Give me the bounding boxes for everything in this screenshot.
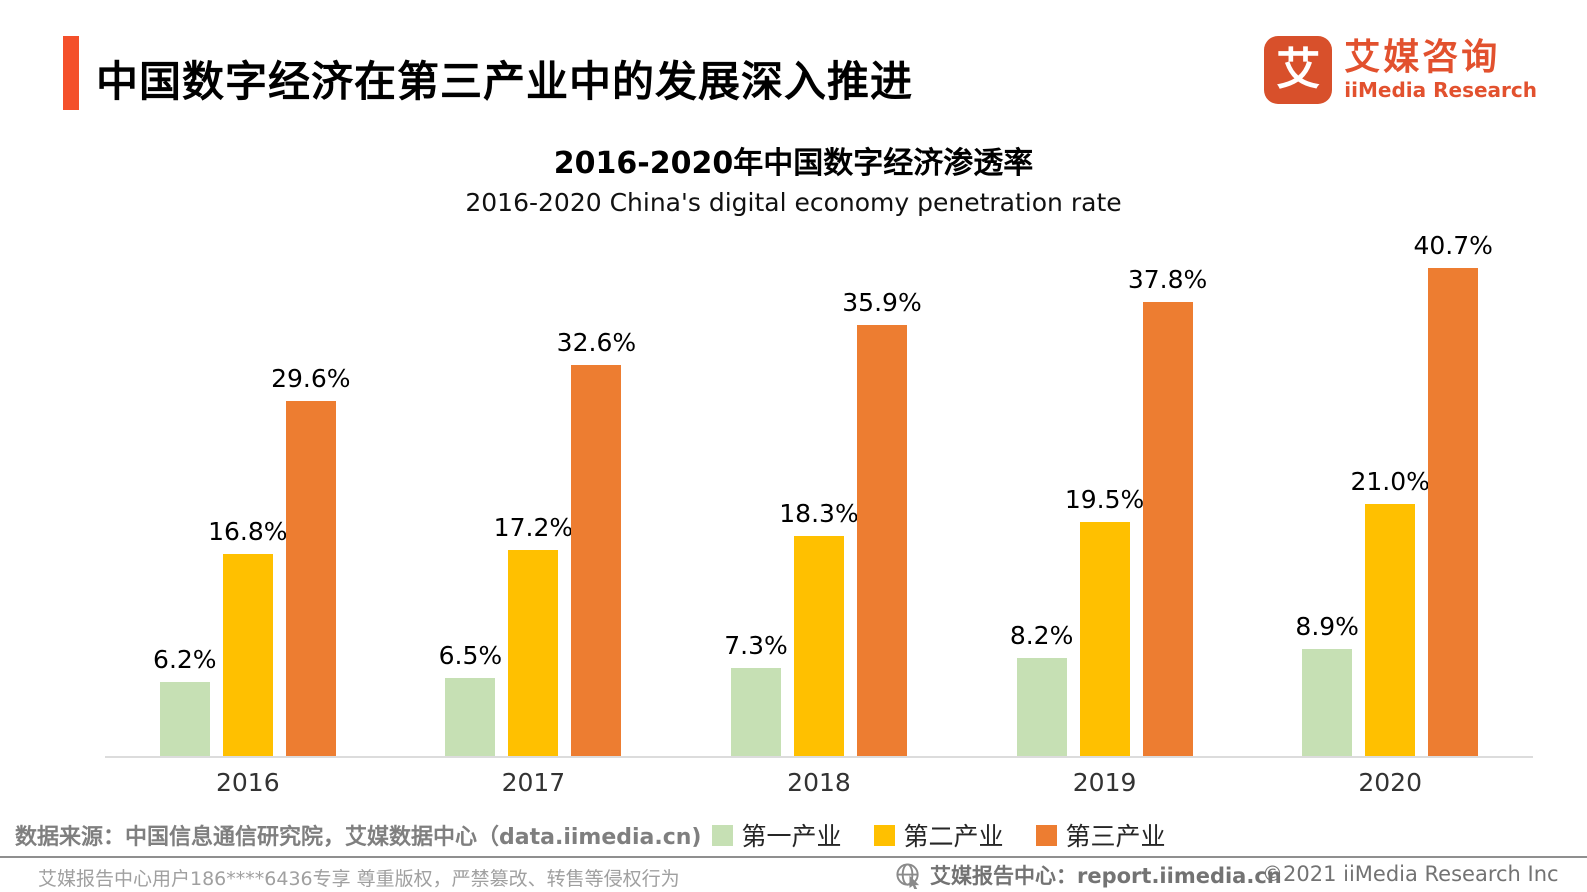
legend-item-series1: 第一产业 bbox=[711, 817, 842, 853]
x-axis-labels: 2016 2017 2018 2019 2020 bbox=[105, 768, 1533, 797]
globe-cursor-icon bbox=[896, 862, 920, 889]
iimedia-logo: 艾 艾媒咨询 iiMedia Research bbox=[1264, 36, 1537, 104]
chart-title: 2016-2020年中国数字经济渗透率 bbox=[553, 146, 1034, 181]
bar-value-label: 17.2% bbox=[493, 512, 574, 542]
chart-subtitle: 2016-2020 China's digital economy penetr… bbox=[465, 188, 1122, 217]
bar-series3-2020: 40.7% bbox=[1413, 231, 1493, 756]
logo-glyph: 艾 bbox=[1276, 44, 1321, 95]
bar-value-label: 40.7% bbox=[1413, 230, 1493, 260]
x-axis-label-2019: 2019 bbox=[1072, 768, 1137, 797]
bar-series3-2018: 35.9% bbox=[842, 288, 922, 756]
bar-series3-2017: 32.6% bbox=[557, 328, 636, 756]
title-accent-bar bbox=[63, 36, 79, 110]
bar-value-label: 8.2% bbox=[1009, 620, 1074, 650]
bar-group-2016: 6.2% 16.8% 29.6% bbox=[153, 364, 351, 756]
logo-name-en: iiMedia Research bbox=[1344, 77, 1537, 102]
bar-series2-2019: 19.5% bbox=[1065, 485, 1144, 756]
footer-report-url: 艾媒报告中心：report.iimedia.cn bbox=[930, 864, 1282, 888]
bar-value-label: 29.6% bbox=[271, 363, 351, 393]
x-axis-label-2018: 2018 bbox=[787, 768, 851, 797]
x-axis-label-2017: 2017 bbox=[501, 768, 566, 797]
bar-value-label: 7.3% bbox=[724, 631, 788, 661]
bar-series1-2020: 8.9% bbox=[1295, 612, 1359, 756]
bar-group-2020: 8.9% 21.0% 40.7% bbox=[1295, 231, 1493, 756]
legend-swatch-series1 bbox=[711, 824, 733, 846]
bar-value-label: 21.0% bbox=[1350, 467, 1430, 496]
legend-swatch-series3 bbox=[1035, 824, 1057, 846]
bar-value-label: 37.8% bbox=[1127, 265, 1208, 295]
footer-divider bbox=[0, 856, 1587, 858]
bar-group-2017: 6.5% 17.2% 32.6% bbox=[439, 328, 636, 756]
logo-name-cn: 艾媒咨询 bbox=[1344, 37, 1501, 79]
bar-series1-2018: 7.3% bbox=[724, 631, 788, 756]
x-axis-label-2016: 2016 bbox=[215, 768, 280, 797]
bar-series2-2017: 17.2% bbox=[494, 513, 573, 756]
bar-series2-2018: 18.3% bbox=[779, 499, 859, 756]
bar-value-label: 18.3% bbox=[779, 499, 859, 529]
legend-label-series2: 第二产业 bbox=[903, 822, 1004, 851]
plot-area: 6.2% 16.8% 29.6% 6.5% 17.2% 32.6% 7.3% 18.3% 35.… bbox=[105, 230, 1533, 758]
chart-legend: 第一产业 第二产业 第三产业 bbox=[711, 817, 1166, 853]
bar-series1-2017: 6.5% bbox=[439, 641, 502, 756]
footer-watermark-text: 艾媒报告中心用户186****6436专享 尊重版权，严禁篡改、转售等侵权行为 bbox=[38, 868, 680, 890]
bar-value-label: 8.9% bbox=[1295, 612, 1359, 642]
page-title: 中国数字经济在第三产业中的发展深入推进 bbox=[96, 57, 914, 106]
legend-label-series3: 第三产业 bbox=[1065, 822, 1166, 851]
bar-series1-2019: 8.2% bbox=[1010, 621, 1073, 756]
iimedia-logo-icon: 艾 bbox=[1264, 36, 1333, 104]
bar-value-label: 32.6% bbox=[556, 327, 637, 357]
source-legend-row: 数据来源：中国信息通信研究院，艾媒数据中心（data.iimedia.cn) 第… bbox=[15, 817, 1166, 853]
bar-series3-2016: 29.6% bbox=[271, 364, 351, 756]
bar-group-2018: 7.3% 18.3% 35.9% bbox=[724, 288, 922, 756]
bar-value-label: 19.5% bbox=[1064, 485, 1145, 514]
legend-item-series3: 第三产业 bbox=[1035, 817, 1166, 853]
bar-series3-2019: 37.8% bbox=[1128, 265, 1207, 756]
bar-series2-2016: 16.8% bbox=[208, 517, 288, 756]
bar-value-label: 35.9% bbox=[842, 288, 922, 318]
legend-label-series1: 第一产业 bbox=[741, 822, 842, 851]
footer-report-center: 艾媒报告中心：report.iimedia.cn bbox=[895, 860, 1282, 890]
bar-value-label: 6.5% bbox=[438, 641, 503, 670]
bar-series2-2020: 21.0% bbox=[1350, 467, 1430, 756]
bar-series1-2016: 6.2% bbox=[153, 645, 217, 756]
bar-value-label: 6.2% bbox=[153, 644, 217, 674]
legend-swatch-series2 bbox=[873, 824, 895, 846]
legend-item-series2: 第二产业 bbox=[873, 817, 1004, 853]
footer-copyright: ©2021 iiMedia Research Inc bbox=[1262, 862, 1559, 886]
data-source-label: 数据来源：中国信息通信研究院，艾媒数据中心（data.iimedia.cn) bbox=[15, 825, 702, 850]
x-axis-label-2020: 2020 bbox=[1358, 768, 1422, 797]
bar-group-2019: 8.2% 19.5% 37.8% bbox=[1010, 265, 1207, 756]
bar-value-label: 16.8% bbox=[208, 517, 288, 547]
